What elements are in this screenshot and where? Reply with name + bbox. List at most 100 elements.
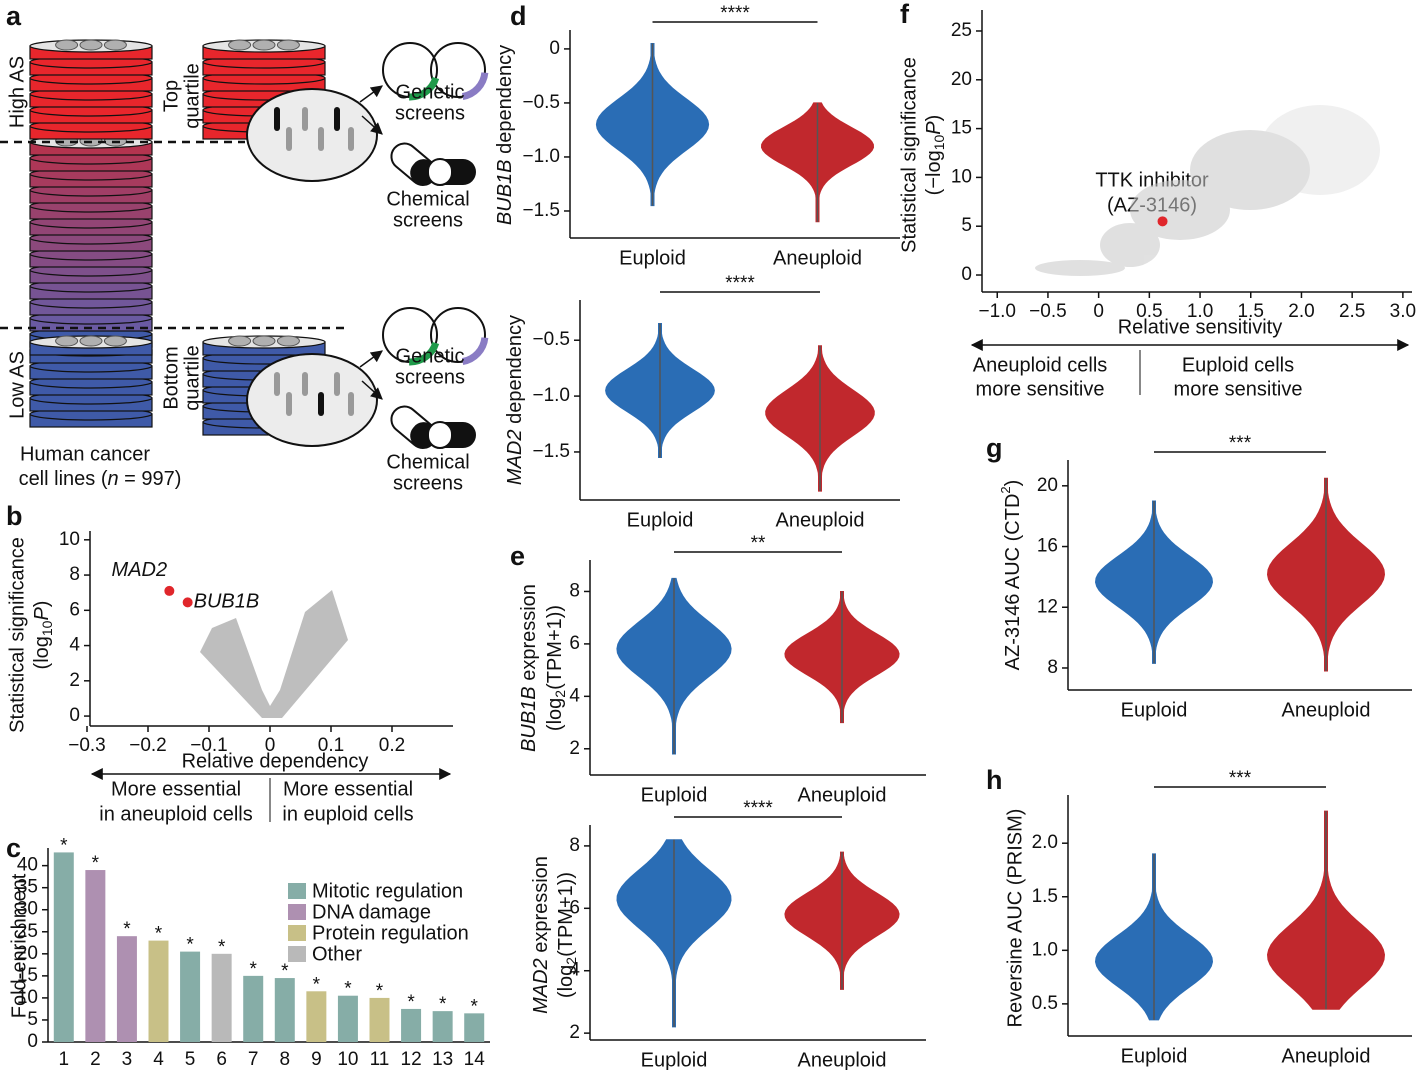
y-tick-label: 0 [549,38,560,59]
y-tick-label: −1.5 [532,441,570,462]
annotation: * [186,935,194,956]
label: in euploid cells [282,803,413,825]
bar [211,953,232,1042]
y-tick-label: 16 [1037,536,1058,557]
cell [103,39,127,51]
annotation: * [250,959,258,980]
insert [409,341,440,366]
significance: *** [1229,433,1252,454]
plasmid [430,307,486,363]
y-tick-label: 0 [69,705,80,726]
y-label: (log2(TPM+1)) [544,605,567,731]
x-tick-label: −0.3 [68,735,106,756]
x-tick-label: 2.5 [1339,301,1365,322]
point [182,597,193,608]
y-tick-label: −0.5 [522,92,560,113]
x-tick-label: 10 [337,1049,358,1070]
x-tick-label: Aneuploid [1282,1045,1371,1067]
label: quartile [181,345,203,411]
x-tick-label: 14 [464,1049,486,1070]
x-tick-label: 13 [432,1049,453,1070]
label: cell lines (n = 997) [19,468,182,490]
legend-swatch [288,883,306,899]
text: 2 [552,690,568,698]
y-tick-label: 6 [569,633,580,654]
significance: **** [725,273,755,294]
bar [180,951,201,1042]
y-tick-label: 0 [27,1031,38,1052]
y-tick-label: 6 [69,599,80,620]
text: expression [518,584,540,686]
significance: *** [1229,768,1252,789]
y-tick-label: 2 [569,738,580,759]
x-tick-label: 0.1 [318,735,344,756]
y-tick-label: 6 [569,897,580,918]
y-label: Statistical significance [6,537,28,733]
y-tick-label: 5 [27,1009,38,1030]
legend-swatch [288,904,306,920]
legend-swatch [288,925,306,941]
arrow [359,85,383,103]
y-tick-label: 1.0 [1032,939,1058,960]
cell [79,335,103,347]
point-label: MAD2 [112,559,168,581]
annotation: * [471,996,479,1017]
arrow [361,115,383,135]
annotation: * [155,924,163,945]
bar [369,997,390,1042]
panel-letter: b [6,501,23,531]
x-tick-label: −1.0 [978,301,1016,322]
significance: **** [743,798,773,819]
bar [116,936,137,1042]
x-tick-label: 0 [1093,301,1104,322]
text: n [107,468,118,490]
label: Chemical [386,188,469,210]
annotation: * [218,937,226,958]
y-tick-label: 40 [17,855,38,876]
x-tick-label: Euploid [1121,699,1188,721]
cell [252,335,276,347]
legend-swatch [288,946,306,962]
annotation: * [376,981,384,1002]
text: expression [530,856,552,958]
x-tick-label: 3.0 [1390,301,1416,322]
annotation: * [281,961,289,982]
label: More essential [283,778,413,800]
cell [55,39,79,51]
zoom [246,88,378,182]
text: MAD2 [530,958,552,1014]
text: cell lines ( [19,468,108,490]
bar [306,991,327,1042]
chromosome [302,372,308,396]
x-tick-label: −0.5 [1029,301,1067,322]
y-tick-label: 2 [69,670,80,691]
point [1157,216,1168,227]
y-tick-label: 20 [1037,475,1058,496]
text: P [923,121,945,135]
legend-label: Mitotic regulation [312,880,463,902]
text: (TPM+1)) [544,605,566,690]
y-tick-label: 0.5 [1032,993,1058,1014]
x-tick-label: 1.0 [1187,301,1213,322]
y-tick-label: −1.5 [522,200,560,221]
y-tick-label: 10 [17,987,38,1008]
x-tick-label: 3 [122,1049,133,1070]
bar [432,1011,453,1042]
y-tick-label: 0 [961,264,972,285]
label: Top [160,80,182,112]
text: P [31,607,53,621]
text: 2 [998,486,1013,493]
pill [427,421,453,449]
panel-letter: c [6,833,21,863]
cell [276,39,300,51]
bar [85,870,106,1042]
chromosome [348,127,354,151]
panel-letter: g [986,433,1003,463]
point-cloud [200,590,348,718]
bar [337,995,358,1042]
chromosome [286,392,292,416]
x-tick-label: 7 [248,1049,259,1070]
chromosome [274,107,280,131]
chromosome [318,392,324,416]
x-tick-label: 2.0 [1288,301,1314,322]
